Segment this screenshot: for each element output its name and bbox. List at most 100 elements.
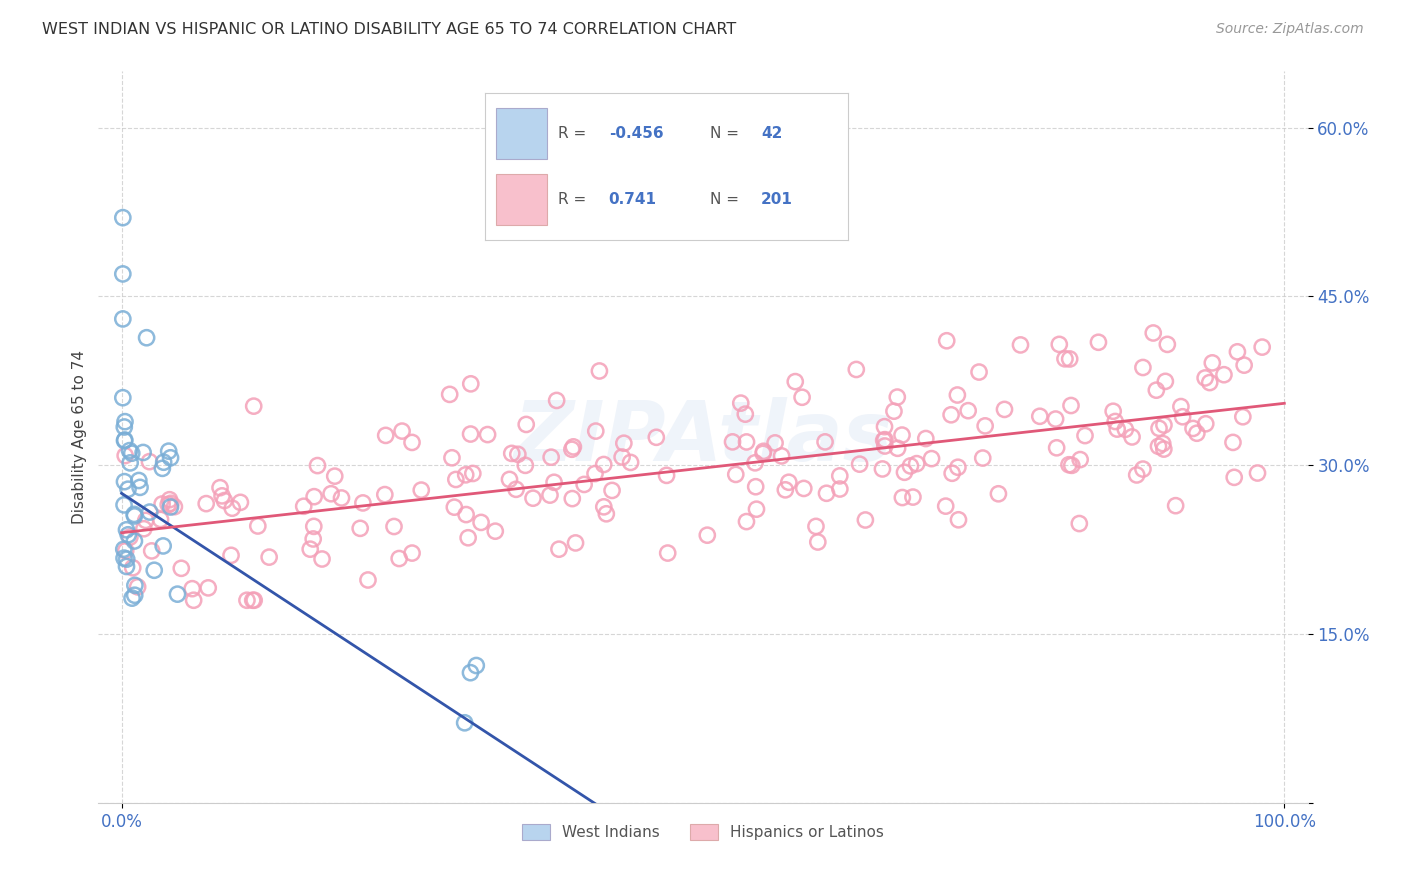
Point bbox=[540, 450, 562, 465]
Point bbox=[461, 467, 484, 481]
Point bbox=[243, 593, 266, 607]
Point bbox=[111, 211, 134, 225]
Point bbox=[307, 458, 329, 473]
Point bbox=[121, 561, 143, 575]
Point bbox=[1198, 376, 1220, 390]
Point bbox=[382, 519, 405, 533]
Point bbox=[352, 496, 374, 510]
Point bbox=[1154, 375, 1177, 389]
Point bbox=[828, 468, 851, 483]
Point bbox=[941, 467, 963, 481]
Point bbox=[734, 407, 756, 421]
Point bbox=[114, 543, 136, 558]
Point bbox=[655, 468, 678, 483]
Point bbox=[143, 563, 166, 577]
Point bbox=[302, 519, 325, 533]
Point bbox=[735, 434, 758, 449]
Point bbox=[696, 528, 718, 542]
Point bbox=[460, 665, 482, 680]
Point bbox=[127, 580, 149, 594]
Point bbox=[873, 419, 896, 434]
Point bbox=[1069, 452, 1091, 467]
Point bbox=[440, 450, 463, 465]
Point bbox=[946, 388, 969, 402]
Point bbox=[1059, 351, 1081, 366]
Point bbox=[112, 498, 135, 512]
Point bbox=[159, 450, 181, 465]
Point bbox=[588, 364, 610, 378]
Point bbox=[752, 446, 775, 460]
Point bbox=[120, 456, 142, 470]
Point bbox=[114, 433, 136, 447]
Point bbox=[311, 552, 333, 566]
Point bbox=[506, 447, 529, 461]
Point bbox=[150, 497, 173, 511]
Point bbox=[935, 499, 957, 513]
Point bbox=[1213, 368, 1236, 382]
Point bbox=[330, 491, 353, 505]
Point bbox=[1222, 435, 1244, 450]
Point bbox=[770, 449, 793, 463]
Point bbox=[112, 542, 135, 557]
Point bbox=[157, 444, 180, 458]
Point bbox=[111, 391, 134, 405]
Point bbox=[132, 445, 155, 459]
Point bbox=[1156, 337, 1178, 351]
Point bbox=[124, 534, 146, 549]
Point bbox=[914, 432, 936, 446]
Legend: West Indians, Hispanics or Latinos: West Indians, Hispanics or Latinos bbox=[516, 818, 890, 847]
Point bbox=[159, 492, 181, 507]
Point bbox=[873, 434, 896, 448]
Point bbox=[987, 487, 1010, 501]
Point bbox=[229, 495, 252, 509]
Point bbox=[152, 539, 174, 553]
Point bbox=[891, 428, 914, 442]
Point bbox=[457, 531, 479, 545]
Point bbox=[1164, 499, 1187, 513]
Point bbox=[900, 458, 922, 473]
Point bbox=[775, 483, 797, 497]
Point bbox=[886, 390, 908, 404]
Point bbox=[453, 715, 475, 730]
Point bbox=[183, 593, 205, 607]
Point bbox=[1010, 338, 1032, 352]
Point bbox=[299, 542, 322, 557]
Point bbox=[1226, 344, 1249, 359]
Point bbox=[150, 461, 173, 475]
Point bbox=[721, 434, 744, 449]
Point bbox=[1125, 467, 1147, 482]
Point bbox=[1046, 441, 1069, 455]
Point bbox=[905, 457, 928, 471]
Point bbox=[1153, 417, 1175, 432]
Point bbox=[763, 436, 786, 450]
Point bbox=[619, 455, 641, 469]
Point bbox=[1087, 335, 1109, 350]
Text: ZIPAtlas: ZIPAtlas bbox=[513, 397, 893, 477]
Point bbox=[853, 513, 876, 527]
Point bbox=[561, 491, 583, 506]
Point bbox=[1147, 421, 1170, 435]
Text: WEST INDIAN VS HISPANIC OR LATINO DISABILITY AGE 65 TO 74 CORRELATION CHART: WEST INDIAN VS HISPANIC OR LATINO DISABI… bbox=[42, 22, 737, 37]
Text: Source: ZipAtlas.com: Source: ZipAtlas.com bbox=[1216, 22, 1364, 37]
Point bbox=[585, 424, 607, 438]
Point bbox=[1053, 351, 1076, 366]
Point bbox=[302, 490, 325, 504]
Point bbox=[1233, 358, 1256, 372]
Point bbox=[114, 415, 136, 429]
Point bbox=[778, 475, 800, 490]
Point bbox=[735, 515, 758, 529]
Point bbox=[444, 473, 467, 487]
Point bbox=[793, 482, 815, 496]
Point bbox=[124, 588, 146, 602]
Point bbox=[124, 508, 146, 523]
Point bbox=[401, 435, 423, 450]
Point bbox=[1144, 383, 1167, 397]
Point bbox=[124, 578, 146, 592]
Point bbox=[242, 593, 264, 607]
Point bbox=[115, 559, 138, 574]
Point bbox=[470, 516, 492, 530]
Point bbox=[790, 390, 813, 404]
Point bbox=[219, 549, 242, 563]
Point bbox=[1223, 470, 1246, 484]
Point bbox=[1047, 337, 1070, 351]
